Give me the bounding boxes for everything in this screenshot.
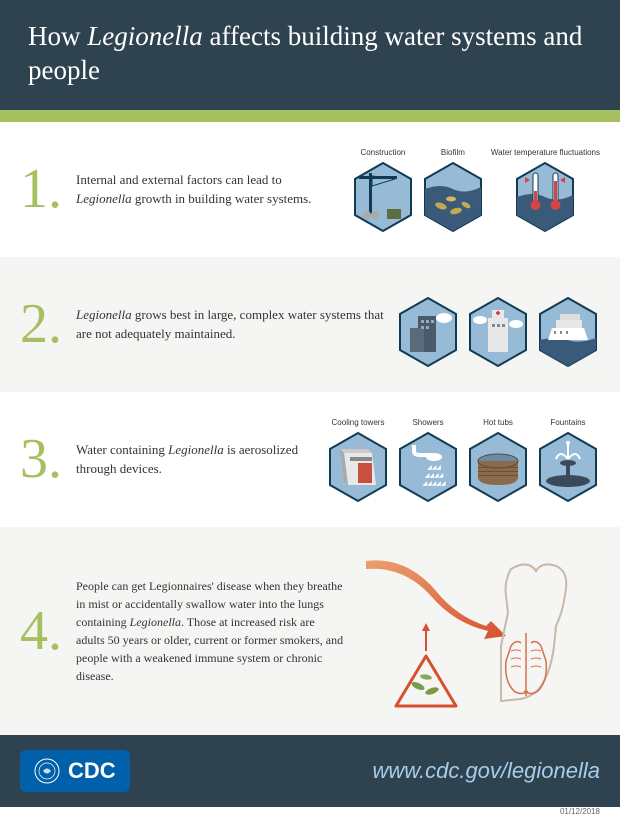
icon-label: Biofilm (441, 140, 465, 158)
construction-icon (351, 161, 415, 238)
fountain-icon-wrap: Fountains (536, 410, 600, 508)
hospital-icon-wrap (466, 275, 530, 373)
section-4: 4.People can get Legionnaires' disease w… (0, 527, 620, 735)
hhs-seal-icon (34, 758, 60, 784)
biofilm-icon-wrap: Biofilm (421, 140, 485, 238)
page-title: How Legionella affects building water sy… (28, 20, 592, 88)
section-number: 1. (20, 161, 62, 217)
section-text: Internal and external factors can lead t… (76, 170, 351, 209)
fountain-icon (536, 431, 600, 508)
icon-label: Showers (412, 410, 443, 428)
section-2: 2. Legionella grows best in large, comple… (0, 257, 620, 392)
buildings-icon (396, 296, 460, 373)
hot-tub-icon (466, 431, 530, 508)
ship-icon-wrap (536, 275, 600, 373)
icon-label: Hot tubs (483, 410, 513, 428)
icon-label: Water temperature fluctuations (491, 140, 600, 158)
section-icons (396, 275, 600, 373)
icon-label: Construction (360, 140, 405, 158)
svg-text:◢◢◢◢: ◢◢◢◢ (425, 473, 444, 479)
footer-url: www.cdc.gov/legionella (373, 758, 600, 784)
cooling-tower-icon (326, 431, 390, 508)
icon-label: Cooling towers (332, 410, 385, 428)
section-text: Legionella grows best in large, complex … (76, 305, 396, 344)
header: How Legionella affects building water sy… (0, 0, 620, 110)
section-icons: Construction Biofilm Water temperature flu… (351, 140, 600, 238)
shower-icon: ◢◢◢◢◢◢◢◢◢◢◢◢ (396, 431, 460, 508)
shower-icon-wrap: Showers◢◢◢◢◢◢◢◢◢◢◢◢ (396, 410, 460, 508)
section-icons: Cooling towersShowers◢◢◢◢◢◢◢◢◢◢◢◢Hot tub… (326, 410, 600, 508)
svg-text:◢◢◢: ◢◢◢ (427, 465, 441, 471)
cdc-logo: CDC (20, 750, 130, 792)
construction-icon-wrap: Construction (351, 140, 415, 238)
person-lungs-graphic (356, 551, 596, 711)
svg-text:◢◢◢◢◢: ◢◢◢◢◢ (422, 481, 445, 487)
section-3: 3. Water containing Legionella is aerosol… (0, 392, 620, 527)
header-accent-bar (0, 110, 620, 122)
footer: CDC www.cdc.gov/legionella (0, 735, 620, 807)
section-number: 4. (20, 603, 62, 659)
hospital-icon (466, 296, 530, 373)
icon-label: Fountains (550, 410, 585, 428)
biofilm-icon (421, 161, 485, 238)
thermometer-icon-wrap: Water temperature fluctuations (491, 140, 600, 238)
cdc-logo-text: CDC (68, 758, 116, 784)
ship-icon (536, 296, 600, 373)
section-number: 3. (20, 431, 62, 487)
hot-tub-icon-wrap: Hot tubs (466, 410, 530, 508)
footer-date: 01/12/2018 (560, 807, 600, 816)
section-text: Water containing Legionella is aerosoliz… (76, 440, 326, 479)
buildings-icon-wrap (396, 275, 460, 373)
thermometer-icon (513, 161, 577, 238)
section-1: 1. Internal and external factors can lead… (0, 122, 620, 257)
section-text: People can get Legionnaires' disease whe… (76, 577, 356, 685)
section-number: 2. (20, 296, 62, 352)
cooling-tower-icon-wrap: Cooling towers (326, 410, 390, 508)
